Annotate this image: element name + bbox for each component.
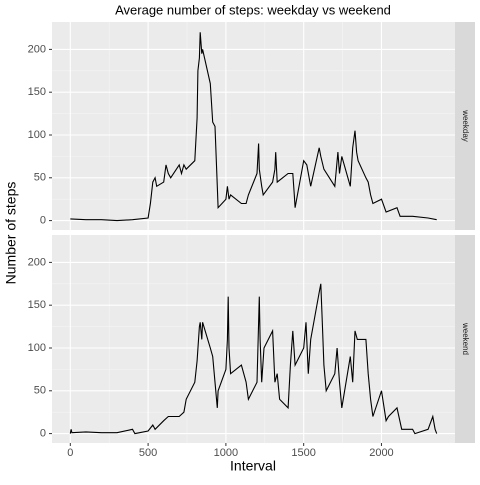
data-line (69, 283, 438, 435)
facet-label: weekend (461, 322, 470, 355)
x-tick-label: 0 (67, 447, 73, 459)
y-tick-label: 0 (40, 214, 46, 226)
chart-title: Average number of steps: weekday vs week… (115, 2, 391, 17)
y-tick-label: 100 (28, 342, 46, 354)
y-tick-label: 50 (34, 385, 46, 397)
x-axis-label: Interval (230, 458, 276, 474)
x-tick-label: 500 (139, 447, 157, 459)
facet-strip (455, 235, 475, 443)
y-tick-label: 150 (28, 299, 46, 311)
panel-background (52, 22, 455, 230)
x-tick-label: 1000 (214, 447, 238, 459)
data-line (70, 32, 437, 222)
y-tick-label: 200 (28, 43, 46, 55)
y-axis-label: Number of steps (3, 182, 19, 285)
facet-label: weekday (461, 109, 470, 142)
y-tick-label: 50 (34, 172, 46, 184)
x-tick-label: 1500 (291, 447, 315, 459)
y-tick-label: 200 (28, 256, 46, 268)
facet-strip (455, 22, 475, 230)
panel-background (52, 235, 455, 443)
y-tick-label: 100 (28, 129, 46, 141)
x-tick-label: 2000 (369, 447, 393, 459)
y-tick-label: 150 (28, 86, 46, 98)
y-tick-label: 0 (40, 427, 46, 439)
